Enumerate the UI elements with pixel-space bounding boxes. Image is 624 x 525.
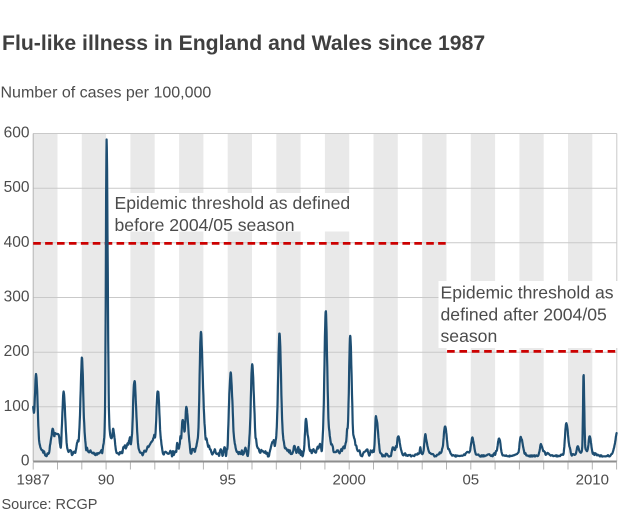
svg-text:1987: 1987	[17, 472, 50, 489]
svg-text:300: 300	[4, 289, 30, 306]
svg-text:500: 500	[4, 179, 30, 196]
svg-text:Flu-like illness in England an: Flu-like illness in England and Wales si…	[2, 32, 485, 55]
svg-text:season: season	[441, 326, 498, 346]
svg-text:Number of cases per 100,000: Number of cases per 100,000	[1, 85, 212, 102]
svg-text:Epidemic threshold as: Epidemic threshold as	[441, 283, 614, 303]
svg-text:defined after 2004/05: defined after 2004/05	[441, 305, 608, 325]
svg-text:2010: 2010	[576, 472, 609, 489]
svg-text:before 2004/05 season: before 2004/05 season	[115, 215, 295, 235]
svg-text:90: 90	[98, 472, 115, 489]
svg-text:0: 0	[21, 453, 30, 470]
svg-text:600: 600	[4, 125, 30, 142]
svg-text:400: 400	[4, 234, 30, 251]
svg-text:95: 95	[219, 472, 236, 489]
svg-text:05: 05	[462, 472, 479, 489]
svg-text:2000: 2000	[333, 472, 366, 489]
svg-text:Source: RCGP: Source: RCGP	[2, 497, 98, 513]
svg-text:100: 100	[4, 398, 30, 415]
svg-text:200: 200	[4, 343, 30, 360]
svg-text:Epidemic threshold as defined: Epidemic threshold as defined	[115, 193, 351, 213]
